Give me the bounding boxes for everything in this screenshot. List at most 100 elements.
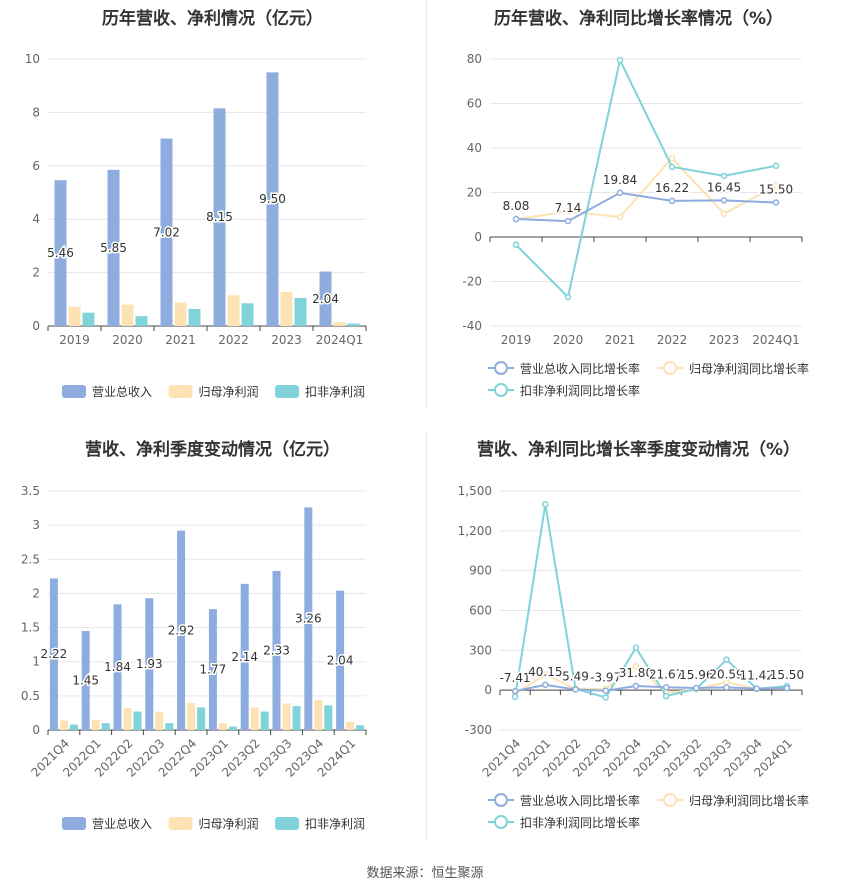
data-point [693,684,700,692]
x-tick-label: 2022 [657,333,688,347]
data-label: 2.22 [41,647,68,661]
y-tick-label: 6 [32,159,40,173]
bar [260,711,269,730]
y-tick-label: -300 [465,723,492,737]
data-point [572,686,579,693]
x-tick-label: 2021 [165,333,196,347]
y-tick-label: 900 [469,564,492,578]
bar [188,308,201,326]
data-label: 16.22 [655,181,689,195]
data-label: -7.41 [500,671,531,685]
y-tick-label: 3 [32,518,40,532]
annual-growth-chart: -40 -20 0 20 40 60 80 2019 2020 2021 2022 2023 2024Q… [462,52,809,398]
legend-label: 扣非净利润 [305,817,365,831]
legend-marker [494,383,508,397]
data-label: 3.26 [295,612,322,626]
data-label: 2.04 [312,292,339,306]
data-point [632,682,640,690]
y-tick-label: 10 [25,52,40,66]
legend-marker [494,815,508,829]
data-label: 1.84 [104,660,131,674]
data-point [720,210,728,217]
bar [54,180,67,326]
bar [133,711,142,730]
data-label: 16.45 [707,180,741,194]
bar [250,707,259,730]
y-tick-label: 2 [32,266,40,280]
data-label: 7.14 [555,201,582,215]
legend-marker [663,361,677,375]
data-label: 2.92 [168,623,195,637]
chart-title: 营收、净利同比增长率季度变动情况（%） [476,440,801,460]
y-tick-label: 1,500 [458,484,492,498]
x-tick-label: 2024Q1 [752,333,800,347]
data-point [668,197,676,205]
legend-label: 扣非净利润同比增长率 [520,383,640,398]
data-point [542,670,549,678]
data-label: 8.15 [206,210,233,224]
data-label: 5.49 [562,669,589,683]
vertical-divider-bottom [426,432,427,840]
bar [187,702,196,730]
bar [123,708,132,730]
x-tick-label: 2023 [709,333,740,347]
bar [319,271,332,326]
series-line [514,664,787,695]
data-label: 1.45 [72,673,99,687]
data-label: 5.46 [47,246,74,260]
data-label: 9.50 [259,192,286,206]
bar [228,726,237,730]
bar [113,604,122,730]
bar [197,707,206,730]
y-tick-label: 8 [32,105,40,119]
bar [145,598,154,730]
legend-marker [663,793,677,807]
data-point [772,162,780,170]
y-tick-label: -40 [462,319,482,333]
chart-title: 历年营收、净利情况（亿元） [102,9,323,29]
data-point [668,163,676,171]
y-tick-label: 0 [484,683,492,697]
legend-label: 营业总收入同比增长率 [520,361,640,376]
bar [49,578,58,730]
bar [241,303,254,326]
legend-label: 扣非净利润同比增长率 [520,815,640,830]
legend-label: 营业总收入 [92,385,152,399]
quarterly-growth-chart: -30003006009001,2001,5002021Q42022Q12022… [458,484,809,830]
y-tick-label: 1,200 [458,524,492,538]
x-tick-label: 2021 [605,333,636,347]
data-point [772,182,780,190]
y-tick-label: 20 [467,186,482,200]
data-label: 7.02 [153,225,180,239]
data-point [668,154,676,162]
y-tick-label: 3.5 [21,484,40,498]
data-label: 20.59 [709,667,743,681]
series-line [515,57,777,300]
y-tick-label: 40 [467,141,482,155]
data-point [542,681,549,689]
bar [272,570,281,730]
series-line [515,156,777,221]
data-point [720,197,728,204]
bar [218,723,227,730]
data-point [662,692,670,700]
bar [81,630,90,730]
bar [266,72,279,326]
data-point [602,687,609,694]
data-point [511,687,519,695]
y-tick-label: 0 [474,230,482,244]
bar [280,291,293,326]
y-tick-label: 0 [32,723,40,737]
data-point [753,685,760,692]
x-tick-label: 2020 [112,333,143,347]
legend-marker [494,361,508,375]
x-tick-label: 2023 [271,333,302,347]
bar [314,699,323,730]
bar [121,304,134,326]
bar [82,312,95,326]
bar [135,316,148,326]
bar [336,590,345,730]
y-tick-label: 1.5 [21,621,40,635]
data-point [564,208,572,215]
legend-label: 归母净利润同比增长率 [689,793,809,808]
